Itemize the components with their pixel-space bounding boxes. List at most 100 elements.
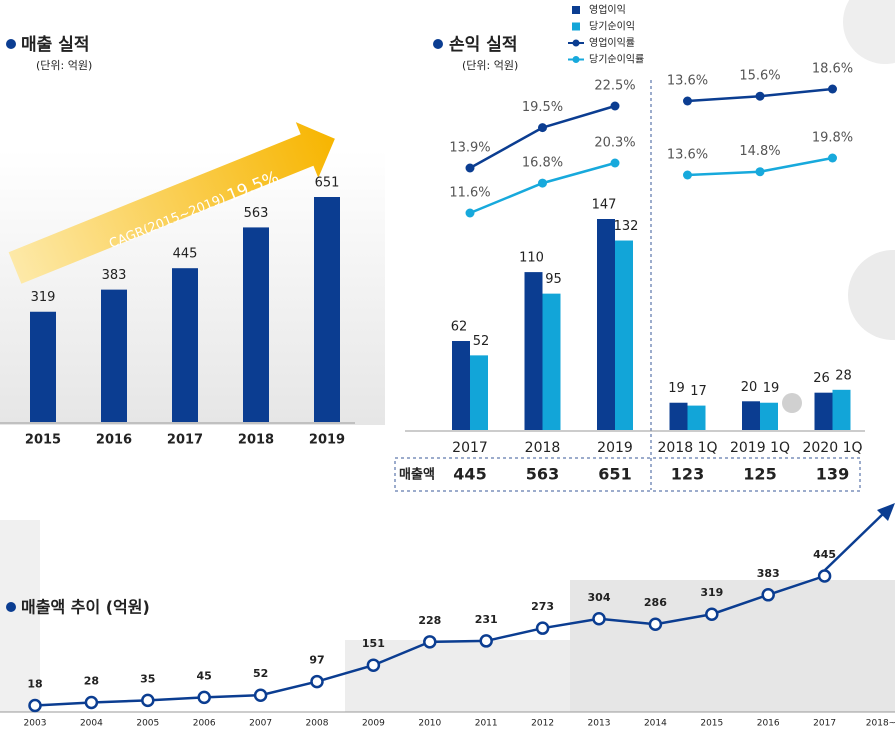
data-label: 28 bbox=[84, 675, 99, 688]
table-frame bbox=[394, 457, 861, 492]
line-marker bbox=[366, 658, 381, 672]
arrow bbox=[8, 122, 335, 284]
data-label: 304 bbox=[588, 591, 611, 604]
data-label: 319 bbox=[31, 290, 56, 305]
chart-title: 매출액 추이 (억원) bbox=[21, 598, 150, 617]
chart-title: 손익 실적 bbox=[449, 35, 517, 55]
data-label: 383 bbox=[102, 268, 127, 283]
data-label: 151 bbox=[362, 637, 385, 650]
x-tick-label: 2016 bbox=[96, 433, 132, 448]
x-tick-label: 2018 bbox=[525, 440, 561, 456]
decor-circle bbox=[782, 393, 802, 413]
data-label: 19 bbox=[763, 381, 780, 396]
data-label: 35 bbox=[140, 672, 155, 685]
x-tick-label: 2018 1Q bbox=[657, 440, 717, 456]
data-label: 286 bbox=[644, 596, 667, 609]
line-marker bbox=[310, 674, 324, 689]
x-tick-label: 2018~ bbox=[866, 719, 895, 729]
legend-swatch bbox=[572, 6, 580, 14]
chart-subtitle: (단위: 억원) bbox=[462, 59, 518, 72]
bar bbox=[470, 355, 488, 430]
line-marker bbox=[538, 123, 547, 133]
x-tick-label: 2009 bbox=[362, 719, 385, 729]
data-label: 97 bbox=[309, 654, 324, 667]
data-label: 13.9% bbox=[449, 141, 490, 156]
data-label: 95 bbox=[545, 272, 562, 287]
data-label: 18.6% bbox=[812, 62, 853, 77]
line-marker bbox=[683, 96, 692, 106]
table-value: 139 bbox=[816, 465, 849, 484]
data-label: 22.5% bbox=[594, 79, 635, 94]
table-value: 651 bbox=[598, 465, 631, 484]
x-tick-label: 2019 bbox=[309, 433, 345, 448]
bar bbox=[452, 341, 470, 430]
legend-swatch bbox=[572, 22, 580, 31]
x-tick-label: 2017 bbox=[452, 440, 488, 456]
line-marker bbox=[253, 688, 268, 702]
x-tick-label: 2012 bbox=[531, 719, 554, 729]
line-marker bbox=[705, 607, 719, 621]
x-tick-label: 2019 1Q bbox=[730, 440, 790, 456]
bar bbox=[760, 402, 778, 430]
x-tick-label: 2006 bbox=[193, 719, 216, 729]
table-label: 매출액 bbox=[399, 467, 435, 483]
data-label: 110 bbox=[519, 251, 544, 266]
background bbox=[0, 520, 40, 712]
data-label: 13.6% bbox=[667, 148, 708, 163]
line-marker bbox=[423, 635, 437, 649]
data-label: 19.5% bbox=[522, 100, 563, 115]
data-label: 273 bbox=[531, 600, 554, 613]
table-value: 125 bbox=[743, 465, 776, 484]
decor-circle bbox=[843, 0, 895, 64]
line-marker bbox=[538, 178, 547, 188]
line-marker bbox=[592, 612, 606, 626]
trend-arrow bbox=[824, 511, 886, 571]
line-marker bbox=[828, 153, 837, 163]
line-marker bbox=[197, 690, 211, 705]
data-label: 18 bbox=[27, 678, 42, 691]
x-tick-label: 2005 bbox=[136, 719, 159, 729]
bar bbox=[30, 311, 56, 422]
line-marker bbox=[610, 101, 620, 111]
x-tick-label: 2007 bbox=[249, 719, 272, 729]
x-tick-label: 2015 bbox=[25, 433, 61, 448]
line-marker bbox=[817, 569, 832, 583]
legend-label: 영업이익 bbox=[589, 3, 626, 16]
x-tick-label: 2008 bbox=[306, 719, 329, 729]
bar bbox=[742, 401, 760, 430]
line-marker bbox=[755, 91, 765, 101]
line-marker bbox=[28, 698, 42, 713]
bar bbox=[524, 272, 543, 430]
line-marker bbox=[535, 621, 550, 635]
line-marker bbox=[465, 208, 475, 218]
bar bbox=[542, 293, 561, 430]
data-label: 52 bbox=[253, 667, 268, 680]
x-tick-label: 2010 bbox=[418, 719, 441, 729]
table-value: 445 bbox=[453, 465, 486, 484]
table-value: 563 bbox=[526, 465, 559, 484]
data-label: 445 bbox=[813, 548, 836, 561]
data-label: 132 bbox=[614, 219, 639, 234]
line-marker bbox=[610, 158, 620, 168]
data-label: 17 bbox=[690, 384, 707, 399]
x-tick-label: 2003 bbox=[24, 719, 47, 729]
legend-label: 당기순이익 bbox=[589, 21, 635, 33]
data-label: 62 bbox=[451, 320, 468, 335]
x-tick-label: 2014 bbox=[644, 719, 667, 729]
line-marker bbox=[141, 693, 155, 708]
line-marker bbox=[755, 167, 765, 177]
data-label: 20 bbox=[741, 380, 758, 395]
bar bbox=[243, 227, 269, 422]
bar bbox=[814, 392, 833, 430]
data-label: 45 bbox=[197, 669, 212, 682]
title-bullet bbox=[6, 39, 16, 49]
data-label: 28 bbox=[835, 368, 852, 383]
data-label: 11.6% bbox=[449, 186, 490, 201]
x-tick-label: 2015 bbox=[700, 719, 723, 729]
data-label: 52 bbox=[473, 334, 490, 349]
bar bbox=[615, 240, 633, 430]
bar bbox=[832, 389, 851, 430]
x-tick-label: 2020 1Q bbox=[802, 440, 862, 456]
line-marker bbox=[479, 634, 493, 648]
bar bbox=[101, 289, 127, 422]
